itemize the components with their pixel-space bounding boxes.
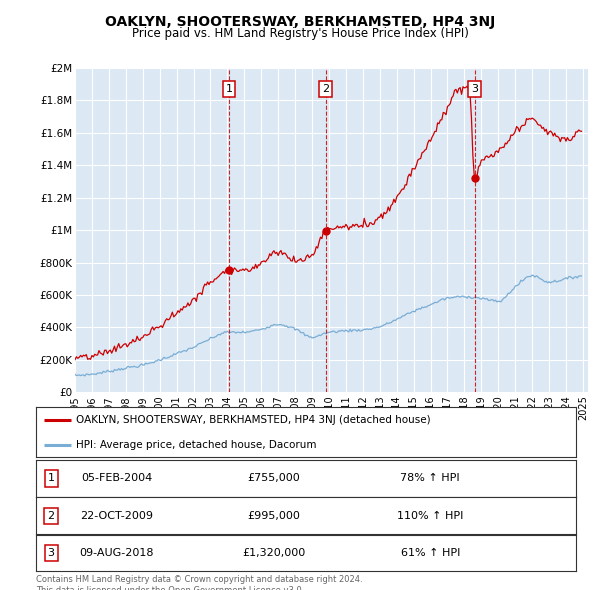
Text: Price paid vs. HM Land Registry's House Price Index (HPI): Price paid vs. HM Land Registry's House …	[131, 27, 469, 40]
Text: 1: 1	[47, 474, 55, 483]
Text: £995,000: £995,000	[247, 511, 300, 520]
Text: 61% ↑ HPI: 61% ↑ HPI	[401, 548, 460, 558]
Text: OAKLYN, SHOOTERSWAY, BERKHAMSTED, HP4 3NJ: OAKLYN, SHOOTERSWAY, BERKHAMSTED, HP4 3N…	[105, 15, 495, 29]
Text: 78% ↑ HPI: 78% ↑ HPI	[400, 474, 460, 483]
Text: HPI: Average price, detached house, Dacorum: HPI: Average price, detached house, Daco…	[77, 440, 317, 450]
Text: 22-OCT-2009: 22-OCT-2009	[80, 511, 154, 520]
Text: 1: 1	[226, 84, 233, 94]
Text: 3: 3	[471, 84, 478, 94]
Text: £1,320,000: £1,320,000	[242, 548, 305, 558]
Text: 09-AUG-2018: 09-AUG-2018	[80, 548, 154, 558]
Text: Contains HM Land Registry data © Crown copyright and database right 2024.
This d: Contains HM Land Registry data © Crown c…	[36, 575, 362, 590]
Text: 110% ↑ HPI: 110% ↑ HPI	[397, 511, 463, 520]
Text: OAKLYN, SHOOTERSWAY, BERKHAMSTED, HP4 3NJ (detached house): OAKLYN, SHOOTERSWAY, BERKHAMSTED, HP4 3N…	[77, 415, 431, 425]
Text: £755,000: £755,000	[247, 474, 300, 483]
Text: 2: 2	[47, 511, 55, 520]
Text: 3: 3	[47, 548, 55, 558]
Text: 2: 2	[322, 84, 329, 94]
Text: 05-FEB-2004: 05-FEB-2004	[82, 474, 152, 483]
